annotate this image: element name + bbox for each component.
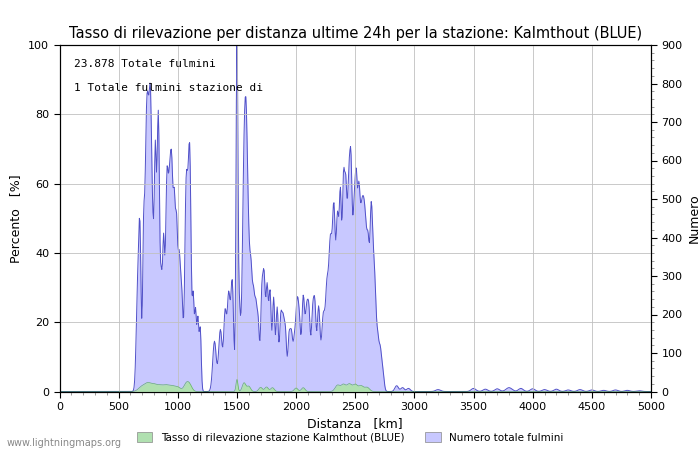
Text: www.lightningmaps.org: www.lightningmaps.org <box>7 438 122 448</box>
Text: 1 Totale fulmini stazione di: 1 Totale fulmini stazione di <box>74 83 263 93</box>
Y-axis label: Percento   [%]: Percento [%] <box>10 174 22 262</box>
Text: 23.878 Totale fulmini: 23.878 Totale fulmini <box>74 59 216 69</box>
Y-axis label: Numero: Numero <box>688 194 700 243</box>
Title: Tasso di rilevazione per distanza ultime 24h per la stazione: Kalmthout (BLUE): Tasso di rilevazione per distanza ultime… <box>69 26 642 41</box>
X-axis label: Distanza   [km]: Distanza [km] <box>307 418 403 431</box>
Legend: Tasso di rilevazione stazione Kalmthout (BLUE), Numero totale fulmini: Tasso di rilevazione stazione Kalmthout … <box>136 432 564 442</box>
